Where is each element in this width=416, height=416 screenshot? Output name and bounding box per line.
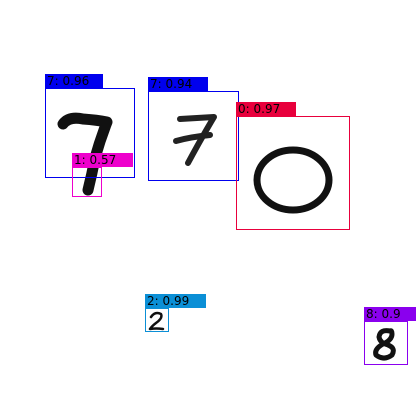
bounding-box-eight [364, 321, 408, 365]
bounding-box-two [145, 308, 169, 332]
detection-label-eight: 8: 0.9 [364, 307, 416, 321]
bounding-box-seven-2 [148, 91, 239, 181]
bounding-box-zero [236, 116, 350, 230]
detection-label-two: 2: 0.99 [145, 294, 206, 308]
bounding-box-one [72, 167, 102, 197]
digit-zero-image [253, 146, 333, 214]
digit-seven-image-2 [173, 114, 217, 166]
detection-label-one: 1: 0.57 [72, 153, 133, 167]
digit-two-image [148, 311, 165, 331]
digit-eight-image [373, 328, 396, 361]
detection-label-seven-2: 7: 0.94 [148, 77, 208, 91]
bounding-box-seven-1 [45, 88, 135, 178]
detection-label-zero: 0: 0.97 [236, 102, 296, 116]
detection-label-seven-1: 7: 0.96 [45, 74, 103, 88]
